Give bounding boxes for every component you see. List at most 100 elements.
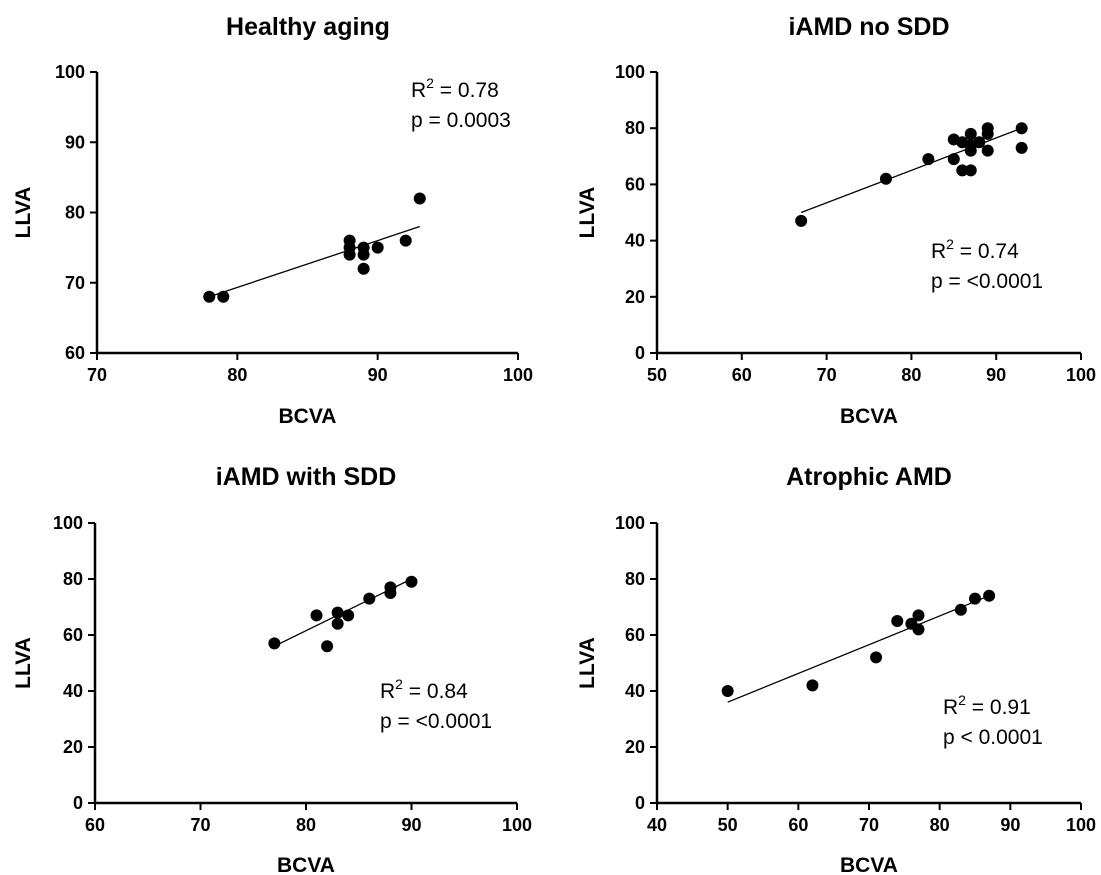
data-point xyxy=(879,172,892,185)
y-axis-label: LLVA xyxy=(576,187,599,239)
x-tick-label: 80 xyxy=(901,365,921,385)
y-tick-label: 100 xyxy=(615,513,645,533)
x-tick-label: 100 xyxy=(502,815,532,835)
y-axis-label: LLVA xyxy=(12,187,35,239)
p-value-annotation: p < 0.0001 xyxy=(943,726,1043,749)
x-tick-label: 90 xyxy=(1000,815,1020,835)
y-tick-label: 60 xyxy=(625,174,645,194)
x-axis-label: BCVA xyxy=(840,854,898,875)
x-tick-label: 90 xyxy=(401,815,421,835)
data-point xyxy=(795,214,808,227)
data-point xyxy=(891,615,904,627)
data-point xyxy=(806,679,819,692)
data-point xyxy=(721,685,734,697)
x-tick-label: 70 xyxy=(817,365,837,385)
x-tick-label: 100 xyxy=(503,365,533,385)
panel-3: Atrophic AMD 40 50 60 70 80 90 100 0 20 40 60 80 100 B… xyxy=(576,463,1096,875)
data-point xyxy=(217,290,230,303)
y-tick-label: 80 xyxy=(625,569,645,589)
y-tick-label: 0 xyxy=(635,343,645,363)
data-point xyxy=(956,164,969,177)
panel-title: iAMD with SDD xyxy=(216,463,397,491)
x-tick-label: 70 xyxy=(190,815,210,835)
y-tick-label: 60 xyxy=(625,625,645,645)
p-value-annotation: p = 0.0003 xyxy=(411,109,511,132)
y-tick-label: 100 xyxy=(615,62,645,82)
x-axis-label: BCVA xyxy=(277,854,335,875)
y-tick-label: 40 xyxy=(63,681,83,701)
x-tick-label: 80 xyxy=(296,815,316,835)
r-superscript: 2 xyxy=(395,676,403,692)
r-superscript: 2 xyxy=(958,692,966,708)
data-point xyxy=(981,122,994,135)
data-point xyxy=(405,575,418,588)
panel-2: iAMD with SDD 60 70 80 90 100 0 20 40 60 80 100 BCVA… xyxy=(12,463,532,875)
data-point xyxy=(947,153,960,166)
y-tick-label: 40 xyxy=(625,231,645,251)
panel-title: Healthy aging xyxy=(226,13,390,41)
r-squared-annotation: R2 = 0.78 xyxy=(411,75,499,102)
x-tick-label: 60 xyxy=(85,815,105,835)
data-point xyxy=(268,637,281,650)
x-axis-label: BCVA xyxy=(279,405,337,428)
regression-line xyxy=(800,127,1022,214)
data-point xyxy=(357,241,370,254)
p-value-annotation: p = <0.0001 xyxy=(931,270,1043,293)
data-point xyxy=(399,234,412,247)
x-axis-label: BCVA xyxy=(840,405,898,428)
data-point xyxy=(870,651,883,664)
data-point xyxy=(983,589,996,602)
data-point xyxy=(969,592,981,605)
r-label: R xyxy=(411,79,426,102)
data-point xyxy=(331,617,344,630)
y-tick-label: 60 xyxy=(65,343,85,363)
y-tick-label: 40 xyxy=(625,681,645,701)
y-axis-label: LLVA xyxy=(12,637,35,689)
r-squared-annotation: R2 = 0.74 xyxy=(931,236,1019,263)
y-tick-label: 60 xyxy=(63,625,83,645)
data-point xyxy=(363,592,376,605)
panel-title: iAMD no SDD xyxy=(788,13,949,41)
data-point xyxy=(331,606,344,619)
x-tick-label: 70 xyxy=(87,365,107,385)
x-tick-label: 100 xyxy=(1066,365,1096,385)
y-tick-label: 100 xyxy=(55,62,85,82)
x-tick-label: 70 xyxy=(859,815,879,835)
x-tick-label: 90 xyxy=(368,365,388,385)
data-point xyxy=(321,640,334,653)
data-point xyxy=(981,144,994,157)
data-point xyxy=(384,581,397,594)
data-point xyxy=(1015,122,1028,135)
x-tick-label: 80 xyxy=(930,815,950,835)
data-point xyxy=(912,623,925,636)
r-value: = 0.91 xyxy=(966,696,1031,719)
r-label: R xyxy=(380,680,395,703)
data-point xyxy=(973,136,986,149)
data-point xyxy=(922,153,935,166)
r-value: = 0.84 xyxy=(403,680,468,703)
y-tick-label: 100 xyxy=(53,513,83,533)
data-point xyxy=(912,609,925,622)
x-tick-label: 40 xyxy=(647,815,667,835)
y-tick-label: 80 xyxy=(625,118,645,138)
data-point xyxy=(371,241,384,254)
data-point xyxy=(342,609,355,622)
y-tick-label: 70 xyxy=(65,273,85,293)
r-value: = 0.78 xyxy=(434,79,499,102)
r-label: R xyxy=(943,696,958,719)
y-tick-label: 0 xyxy=(635,793,645,813)
y-tick-label: 20 xyxy=(625,287,645,307)
data-point xyxy=(357,262,370,275)
y-tick-label: 0 xyxy=(73,793,83,813)
y-tick-label: 20 xyxy=(625,737,645,757)
x-tick-label: 80 xyxy=(227,365,247,385)
y-axis-label: LLVA xyxy=(576,637,599,689)
regression-line xyxy=(209,225,420,298)
x-tick-label: 60 xyxy=(732,365,752,385)
data-point xyxy=(203,290,216,303)
data-point xyxy=(1015,141,1028,154)
r-superscript: 2 xyxy=(426,75,434,91)
x-tick-label: 90 xyxy=(986,365,1006,385)
